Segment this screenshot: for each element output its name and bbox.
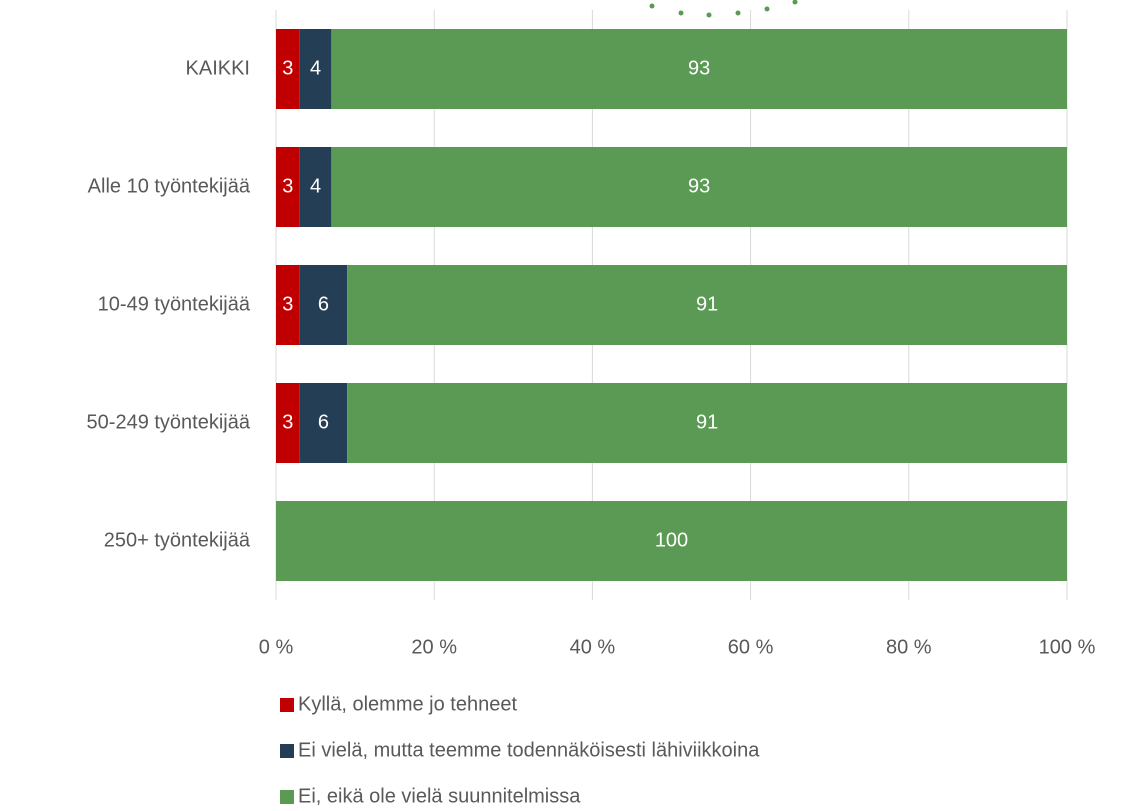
data-label: 3	[282, 57, 293, 79]
data-label: 4	[310, 57, 321, 79]
bar-segment	[299, 147, 332, 227]
data-label: 4	[310, 175, 321, 197]
y-tick-label: 250+ työntekijää	[104, 529, 251, 551]
data-label: 93	[688, 57, 710, 79]
data-label: 3	[282, 175, 293, 197]
bar-segment	[331, 29, 1067, 109]
x-tick-label: 0 %	[259, 636, 294, 658]
x-tick-label: 100 %	[1039, 636, 1096, 658]
legend-label: Kyllä, olemme jo tehneet	[298, 693, 517, 715]
data-label: 3	[282, 411, 293, 433]
y-tick-label: Alle 10 työntekijää	[88, 175, 251, 197]
bar-segment	[331, 147, 1067, 227]
data-label: 6	[318, 293, 329, 315]
legend-swatch	[280, 790, 294, 804]
x-tick-label: 80 %	[886, 636, 932, 658]
bar-segment	[276, 383, 300, 463]
decoration-dots	[649, 0, 798, 18]
x-tick-label: 40 %	[570, 636, 616, 658]
x-tick-label: 20 %	[411, 636, 457, 658]
bar-segment	[276, 265, 300, 345]
bar-segment	[276, 501, 1067, 581]
bar-segment	[299, 383, 348, 463]
data-label: 91	[696, 293, 718, 315]
data-label: 93	[688, 175, 710, 197]
data-label: 91	[696, 411, 718, 433]
legend-swatch	[280, 744, 294, 758]
data-label: 6	[318, 411, 329, 433]
bar-segment	[299, 265, 348, 345]
bar-segment	[347, 265, 1067, 345]
bar-segment	[299, 29, 332, 109]
legend-label: Ei, eikä ole vielä suunnitelmissa	[298, 785, 581, 807]
legend-swatch	[280, 698, 294, 712]
bar-segment	[276, 29, 300, 109]
bar-segment	[276, 147, 300, 227]
y-tick-label: 10-49 työntekijää	[98, 293, 251, 315]
y-tick-label: KAIKKI	[186, 57, 250, 79]
legend-label: Ei vielä, mutta teemme todennäköisesti l…	[298, 739, 760, 761]
data-label: 3	[282, 293, 293, 315]
data-label: 100	[655, 529, 688, 551]
x-tick-label: 60 %	[728, 636, 774, 658]
y-tick-label: 50-249 työntekijää	[87, 411, 251, 433]
bar-segment	[347, 383, 1067, 463]
